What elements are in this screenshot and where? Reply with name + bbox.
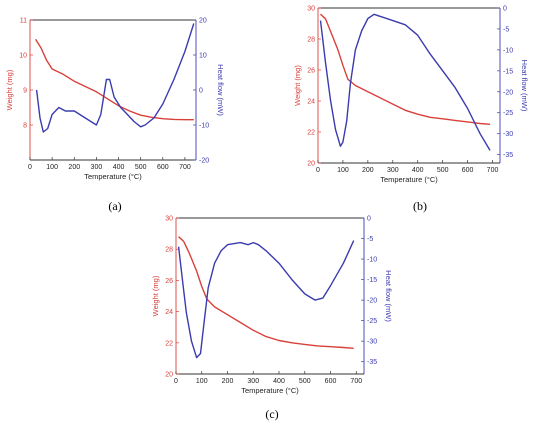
chart-b-xtick-label: 400 <box>412 167 424 174</box>
chart-c-ytick-left-label: 24 <box>165 309 173 316</box>
chart-b-ytick-right-label: -20 <box>503 89 513 96</box>
chart-a-plot: 0 100 200 300 400 500 600 700 8 9 10 11 -20 -10 0 10 20 <box>19 18 209 172</box>
chart-a-heat-flow-line <box>35 23 195 133</box>
chart-b-ytick-left-label: 26 <box>307 68 315 75</box>
chart-c-ytick-left-label: 26 <box>165 278 173 285</box>
chart-b-panel-label: (b) <box>413 199 427 213</box>
chart-a-xtick-label: 600 <box>157 164 169 171</box>
chart-b-ytick-left-label: 22 <box>307 130 315 137</box>
chart-b-heat-flow-line <box>319 13 491 151</box>
chart-c-xtick-label: 700 <box>350 378 362 385</box>
chart-a-xtick-label: 500 <box>135 164 147 171</box>
chart-b-xtick-label: 200 <box>362 167 374 174</box>
chart-c-ytick-right-label: -25 <box>367 318 377 325</box>
chart-c-ytick-right-label: -30 <box>367 339 377 346</box>
chart-c-xtick-label: 100 <box>196 378 208 385</box>
chart-c-ytick-left-label: 30 <box>165 216 173 223</box>
chart-a-xtick-label: 100 <box>46 164 58 171</box>
chart-c-xtick-label: 600 <box>325 378 337 385</box>
chart-c-ytick-right-label: 0 <box>367 216 371 223</box>
chart-b-plot: 0 100 200 300 400 500 600 700 20 22 24 26 28 30 -35 -30… <box>307 6 513 175</box>
chart-c-ytick-right-label: -10 <box>367 257 377 264</box>
chart-c-xtick-label: 400 <box>273 378 285 385</box>
chart-a-panel-label: (a) <box>108 199 121 213</box>
panel-b: 0 100 200 300 400 500 600 700 20 22 24 26 28 30 -35 -30… <box>293 6 529 214</box>
chart-a-ytick-right-label: 0 <box>199 88 203 95</box>
chart-a-ytick-left-label: 8 <box>23 123 27 130</box>
chart-c-ytick-left-label: 22 <box>165 340 173 347</box>
chart-c-ytick-left-label: 20 <box>165 372 173 379</box>
panel-a: 0 100 200 300 400 500 600 700891011-20-1001020 … <box>5 18 225 214</box>
chart-a-ytick-right-label: -10 <box>199 123 209 130</box>
chart-a-ytick-right-label: 20 <box>199 18 207 25</box>
chart-c-xlabel: Temperature (°C) <box>241 386 299 395</box>
chart-b-ytick-right-label: 0 <box>503 6 507 13</box>
chart-b-ylabel-right: Heat flow (mW) <box>520 60 529 112</box>
chart-c-ylabel-left: Weight (mg) <box>151 275 160 316</box>
chart-b-ytick-right-label: -30 <box>503 131 513 138</box>
chart-b-xtick-label: 500 <box>437 167 449 174</box>
chart-b-ytick-left-label: 28 <box>307 37 315 44</box>
chart-a-xtick-label: 200 <box>68 164 80 171</box>
chart-b-ytick-right-label: -10 <box>503 47 513 54</box>
chart-c-ytick-right-label: -15 <box>367 277 377 284</box>
chart-a-ylabel-left: Weight (mg) <box>5 69 14 110</box>
chart-b-ytick-left-label: 24 <box>307 99 315 106</box>
chart-a-ytick-left-label: 9 <box>23 88 27 95</box>
chart-c-xtick-label: 200 <box>222 378 234 385</box>
chart-a-xtick-label: 400 <box>113 164 125 171</box>
chart-c-xtick-label: 300 <box>247 378 259 385</box>
chart-c-ytick-right-label: -5 <box>367 236 373 243</box>
chart-c-ylabel-right: Heat flow (mW) <box>384 270 393 322</box>
chart-a-weight-line <box>34 38 194 121</box>
chart-b-xtick-label: 700 <box>487 167 499 174</box>
panel-c: 0 100 200 300 400 500 600 700 20 22 24 26 28 30 -35 -30… <box>151 216 393 422</box>
chart-c-xtick-label: 0 <box>174 378 178 385</box>
chart-c-ytick-right-label: -35 <box>367 359 377 366</box>
chart-b-ylabel-left: Weight (mg) <box>293 65 302 106</box>
chart-b-xlabel: Temperature (°C) <box>380 175 438 184</box>
chart-a-ylabel-right: Heat flow (mW) <box>216 64 225 116</box>
chart-a-ytick-right-label: 10 <box>199 53 207 60</box>
chart-b-xtick-label: 100 <box>337 167 349 174</box>
chart-b-xtick-label: 300 <box>387 167 399 174</box>
chart-a-xtick-label: 700 <box>179 164 191 171</box>
chart-a-ytick-left-label: 10 <box>19 53 27 60</box>
chart-c-heat-flow-line <box>177 240 355 359</box>
chart-c-weight-line <box>178 236 354 349</box>
chart-a-xtick-label: 300 <box>91 164 103 171</box>
chart-b-ytick-left-label: 20 <box>307 161 315 168</box>
chart-c-xtick-label: 500 <box>299 378 311 385</box>
chart-b-ytick-right-label: -25 <box>503 110 513 117</box>
chart-b-ytick-left-label: 30 <box>307 6 315 13</box>
chart-a-ytick-left-label: 11 <box>20 18 27 25</box>
chart-b-ytick-right-label: -35 <box>503 152 513 159</box>
chart-b-weight-line <box>320 13 491 125</box>
chart-b-ytick-right-label: -5 <box>503 26 509 33</box>
chart-c-panel-label: (c) <box>265 407 278 421</box>
chart-b-xtick-label: 600 <box>462 167 474 174</box>
chart-b-xtick-label: 0 <box>316 167 320 174</box>
chart-a-xlabel: Temperature (°C) <box>84 172 142 181</box>
chart-c-plot: 0 100 200 300 400 500 600 700 20 22 24 26 28 30 -35 -30… <box>165 216 377 386</box>
chart-a-ytick-right-label: -20 <box>199 158 209 165</box>
chart-c-ytick-left-label: 28 <box>165 247 173 254</box>
chart-c-ytick-right-label: -20 <box>367 298 377 305</box>
chart-a-xtick-label: 0 <box>28 164 32 171</box>
chart-b-ytick-right-label: -15 <box>503 68 513 75</box>
